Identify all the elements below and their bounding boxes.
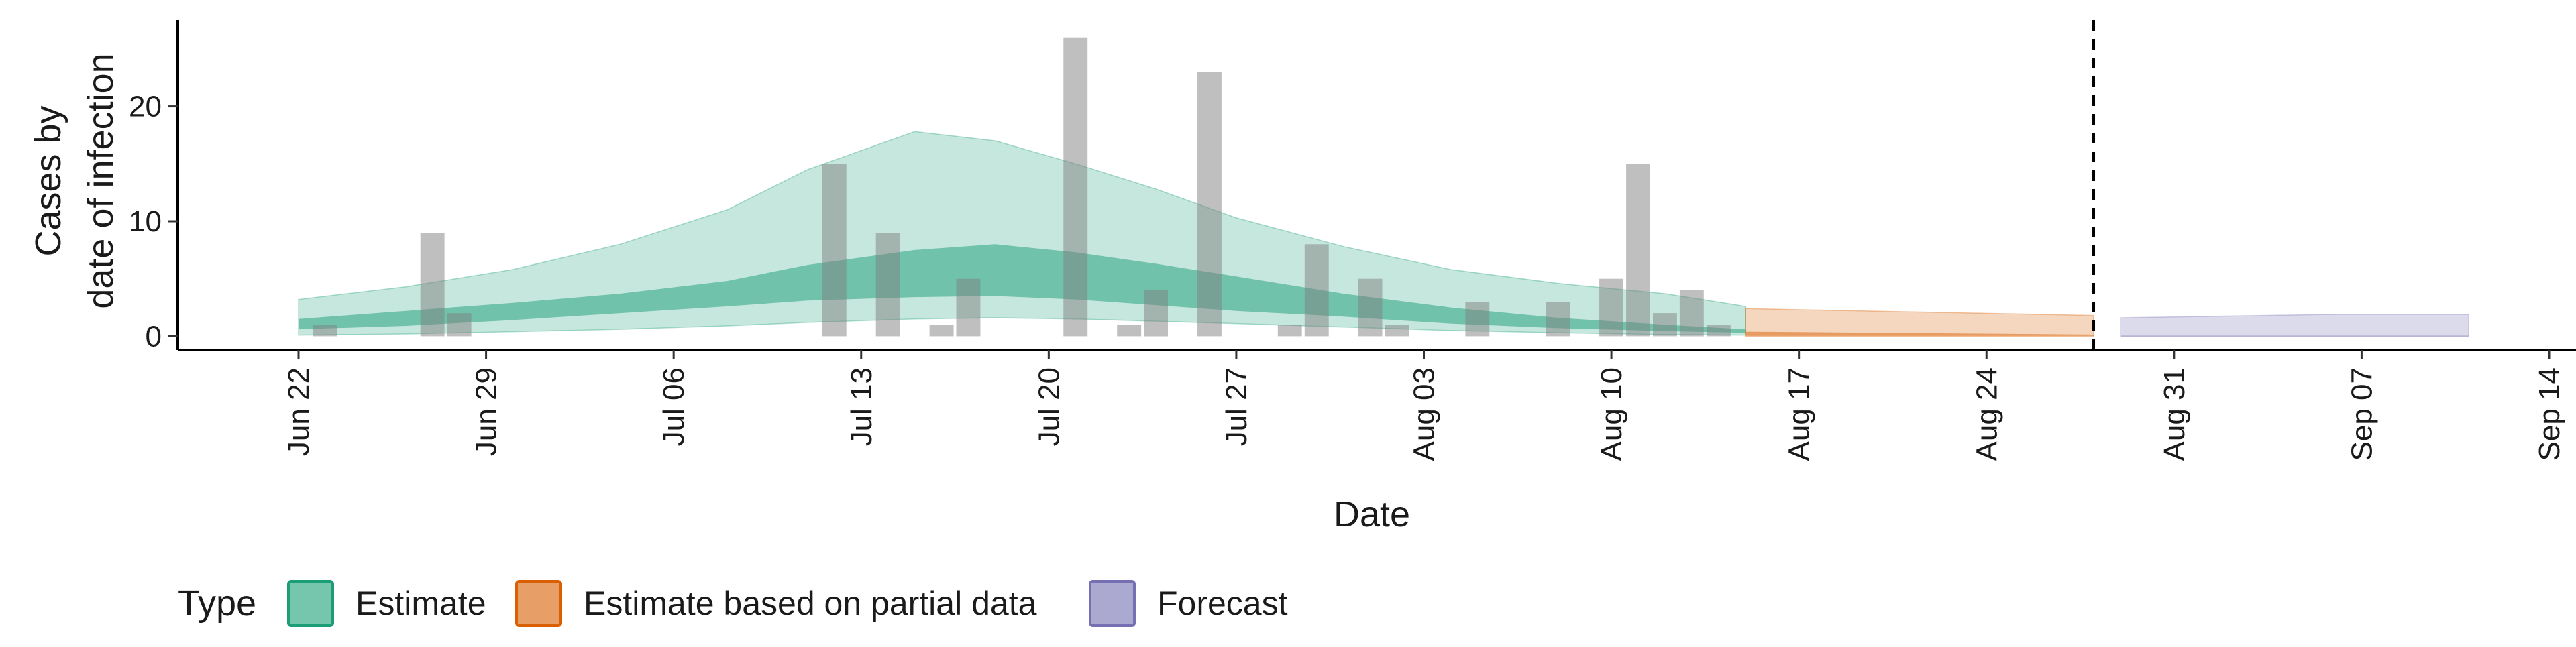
x-tick-label: Aug 24 [1970,367,2003,461]
observed-case-bar [1465,302,1490,337]
x-tick-label: Jul 27 [1220,367,1253,446]
legend-title: Type [178,583,256,624]
observed-case-bar [1653,313,1677,337]
observed-case-bar [1385,325,1409,337]
observed-case-bar [1626,164,1650,337]
observed-case-bar [1679,290,1704,337]
axes-layer: 0 10 20 Jun 22 Jun 29 Jul 06 Jul 13 Jul 20 Jul 2… [28,20,2576,534]
y-tick-label: 10 [129,205,162,238]
x-tick-label: Jul 06 [657,367,690,446]
ribbon-layer [298,131,2469,337]
observed-case-bar [1304,244,1329,337]
observed-case-bar [1706,325,1731,337]
x-tick-label: Aug 17 [1783,367,1816,461]
observed-case-bar [1063,37,1088,337]
y-axis-title: Cases by date of infection [28,53,121,308]
observed-case-bar [929,325,954,337]
x-axis-title: Date [1334,494,1410,534]
observed-case-bar [1117,325,1142,337]
x-tick-label: Sep 07 [2345,367,2378,461]
x-tick-label: Jul 20 [1032,367,1065,446]
observed-case-bar [875,233,900,337]
legend-label: Forecast [1157,585,1288,622]
observed-case-bar [313,325,337,337]
legend-label: Estimate [356,585,486,622]
observed-case-bar [1277,325,1302,337]
y-tick-label: 0 [146,320,162,353]
legend-swatch-forecast [1089,580,1136,627]
legend-label: Estimate based on partial data [584,585,1037,622]
forecast-band-90 [2120,314,2469,337]
observed-case-bar [1599,278,1623,337]
legend-swatch-estimate [287,580,334,627]
x-tick-label: Sep 14 [2533,367,2566,461]
legend-swatch-estimate-based-on-partial-data [515,580,562,627]
observed-case-bar [1197,72,1222,337]
observed-case-bar [822,164,847,337]
x-tick-label: Jun 29 [470,367,503,456]
estimate-band-50 [299,244,1746,333]
y-tick-label: 20 [129,91,162,123]
observed-cases-layer [313,37,1731,337]
estimate-based-on-partial-data-band-90 [1745,308,2094,337]
observed-case-bar [956,278,981,337]
observed-case-bar [1546,302,1570,337]
legend: Type Estimate Estimate based on partial da… [178,580,1288,627]
x-tick-label: Jun 22 [282,367,315,456]
observed-case-bar [1144,290,1168,337]
estimate-based-on-partial-data-band-50 [1745,331,2094,336]
forecast-band-50 [2121,335,2469,337]
y-axis-title-line: Cases by [28,105,68,256]
x-tick-label: Aug 31 [2158,367,2191,461]
x-tick-label: Aug 03 [1408,367,1441,461]
observed-case-bar [1358,278,1383,337]
x-tick-label: Aug 10 [1595,367,1628,461]
observed-case-bar [447,313,472,337]
y-axis-title-line: date of infection [80,53,121,308]
observed-case-bar [420,233,445,337]
x-tick-label: Jul 13 [845,367,878,446]
